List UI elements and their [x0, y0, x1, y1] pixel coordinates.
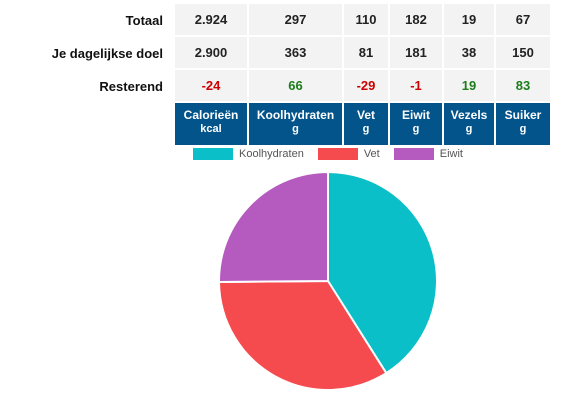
- value-cell: 2.900: [173, 37, 247, 70]
- value-cell: 38: [442, 37, 494, 70]
- column-header-carbs: Koolhydraten g: [247, 103, 342, 145]
- column-header-sugar: Suiker g: [494, 103, 550, 145]
- header-name: Eiwit: [401, 108, 430, 122]
- remaining-cell: 19: [442, 70, 494, 103]
- legend-item-vet[interactable]: Vet: [317, 148, 380, 160]
- row-label: Resterend: [0, 70, 173, 103]
- value-cell: 182: [388, 4, 442, 37]
- table-row-resterend: Resterend -24 66 -29 -1 19 83: [0, 70, 550, 103]
- value-cell: 297: [247, 4, 342, 37]
- legend-item-koolhydraten[interactable]: Koolhydraten: [193, 148, 304, 160]
- macronutrient-pie-chart: [217, 170, 438, 391]
- value-cell: 2.924: [173, 4, 247, 37]
- value-cell: 110: [342, 4, 388, 37]
- value-cell: 181: [388, 37, 442, 70]
- header-unit: kcal: [200, 123, 222, 135]
- header-name: Suiker: [504, 108, 542, 122]
- table-row-doel: Je dagelijkse doel 2.900 363 81 181 38 1…: [0, 37, 550, 70]
- header-unit: g: [465, 123, 473, 135]
- header-name: Vezels: [450, 108, 488, 122]
- value-cell: 81: [342, 37, 388, 70]
- legend-item-eiwit[interactable]: Eiwit: [393, 148, 463, 160]
- header-name: Koolhydraten: [256, 108, 335, 122]
- value-cell: 150: [494, 37, 550, 70]
- value-cell: 363: [247, 37, 342, 70]
- remaining-cell: -29: [342, 70, 388, 103]
- legend-swatch: [193, 148, 233, 160]
- legend-label: Vet: [363, 148, 380, 160]
- legend-label: Eiwit: [439, 148, 463, 160]
- nutrition-summary-table: Totaal 2.924 297 110 182 19 67 Je dageli…: [0, 4, 550, 145]
- value-cell: 19: [442, 4, 494, 37]
- column-header-calories: Calorieën kcal: [173, 103, 247, 145]
- header-name: Calorieën: [183, 108, 239, 122]
- header-unit: g: [362, 123, 370, 135]
- legend-swatch: [317, 148, 358, 160]
- row-label: Je dagelijkse doel: [0, 37, 173, 70]
- pie-slice-eiwit[interactable]: [218, 170, 329, 283]
- column-header-protein: Eiwit g: [388, 103, 442, 145]
- remaining-cell: 66: [247, 70, 342, 103]
- chart-legend: Koolhydraten Vet Eiwit: [193, 148, 477, 160]
- legend-label: Koolhydraten: [239, 148, 304, 160]
- legend-swatch: [393, 148, 434, 160]
- header-unit: g: [292, 123, 299, 135]
- pie-slice-vet[interactable]: [217, 279, 388, 391]
- table-row-totaal: Totaal 2.924 297 110 182 19 67: [0, 4, 550, 37]
- header-name: Vet: [356, 108, 375, 122]
- column-header-fat: Vet g: [342, 103, 388, 145]
- row-label: Totaal: [0, 4, 173, 37]
- header-unit: g: [412, 123, 420, 135]
- remaining-cell: -24: [173, 70, 247, 103]
- column-header-row: Calorieën kcal Koolhydraten g Vet g Eiwit g …: [0, 103, 550, 145]
- header-unit: g: [519, 123, 527, 135]
- column-header-fiber: Vezels g: [442, 103, 494, 145]
- remaining-cell: 83: [494, 70, 550, 103]
- value-cell: 67: [494, 4, 550, 37]
- remaining-cell: -1: [388, 70, 442, 103]
- header-spacer: [0, 103, 173, 145]
